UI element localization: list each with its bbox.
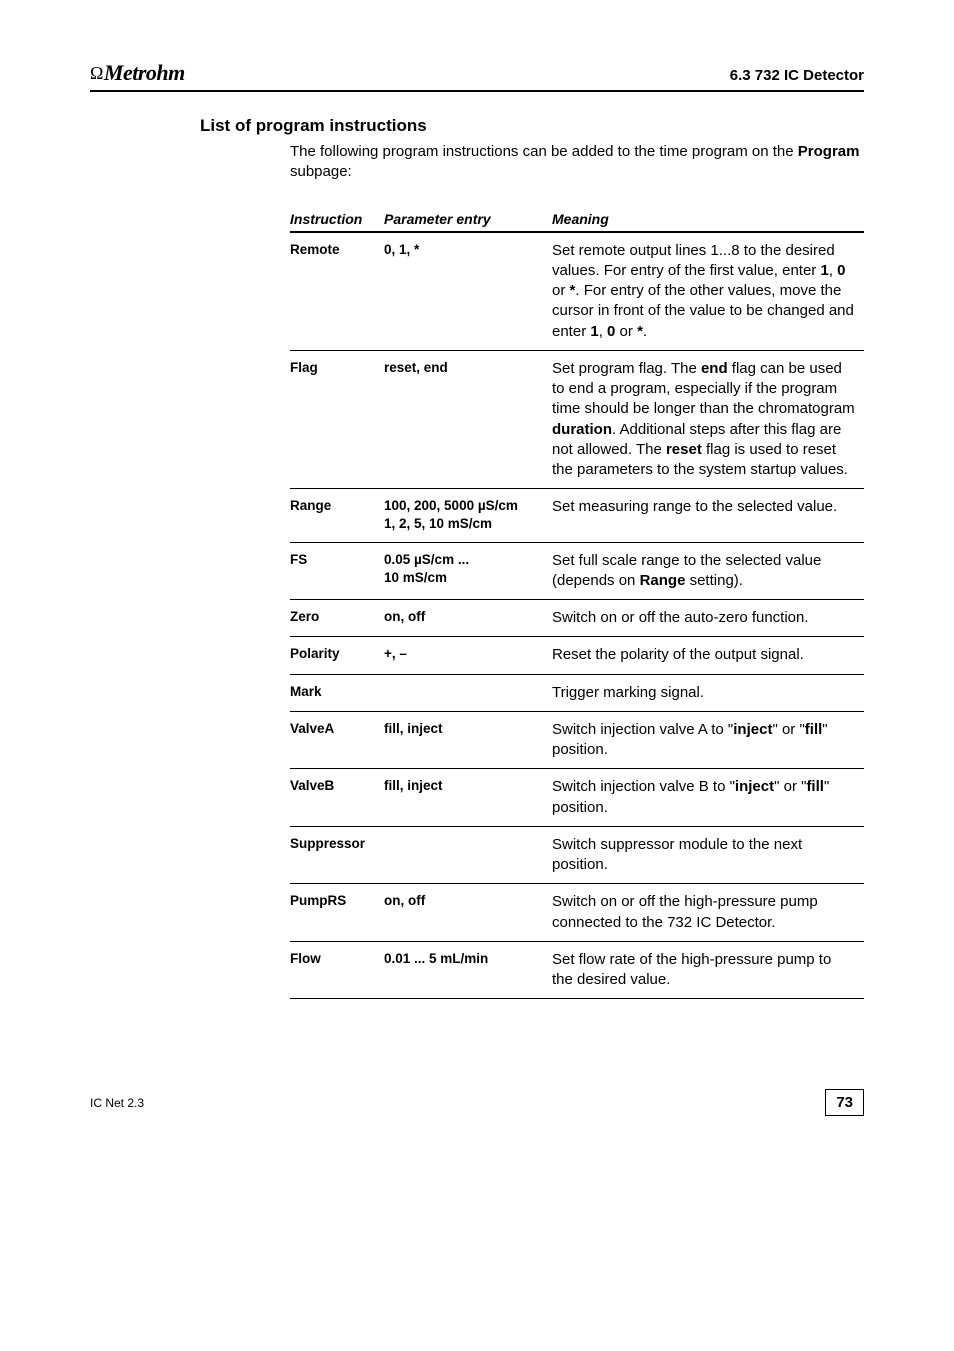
col-header-instruction: Instruction xyxy=(290,207,384,232)
cell-meaning: Reset the polarity of the output signal. xyxy=(552,637,864,674)
table-row: Range100, 200, 5000 µS/cm 1, 2, 5, 10 mS… xyxy=(290,489,864,542)
meaning-text: , xyxy=(829,262,837,279)
intro-text-pre: The following program instructions can b… xyxy=(290,143,798,160)
meaning-bold: inject xyxy=(733,721,772,738)
table-row: Zeroon, offSwitch on or off the auto-zer… xyxy=(290,600,864,637)
cell-instruction: Suppressor xyxy=(290,826,384,884)
meaning-bold: inject xyxy=(735,778,774,795)
brand-logo: ΩMetrohm xyxy=(90,60,185,86)
page: ΩMetrohm 6.3 732 IC Detector List of pro… xyxy=(0,0,954,1156)
meaning-text: Set measuring range to the selected valu… xyxy=(552,498,837,515)
cell-parameter: on, off xyxy=(384,600,552,637)
page-number: 73 xyxy=(825,1089,864,1116)
instructions-table: Instruction Parameter entry Meaning Remo… xyxy=(290,207,864,1000)
cell-meaning: Switch injection valve A to "inject" or … xyxy=(552,711,864,769)
meaning-bold: reset xyxy=(666,441,702,458)
cell-meaning: Trigger marking signal. xyxy=(552,674,864,711)
table-row: ValveBfill, injectSwitch injection valve… xyxy=(290,769,864,827)
table-row: Mark Trigger marking signal. xyxy=(290,674,864,711)
cell-meaning: Set remote output lines 1...8 to the des… xyxy=(552,232,864,351)
cell-meaning: Switch injection valve B to "inject" or … xyxy=(552,769,864,827)
cell-instruction: ValveB xyxy=(290,769,384,827)
cell-meaning: Switch on or off the auto-zero function. xyxy=(552,600,864,637)
page-header: ΩMetrohm 6.3 732 IC Detector xyxy=(90,60,864,92)
brand-logo-text: Metrohm xyxy=(104,60,185,85)
cell-meaning: Set flow rate of the high-pressure pump … xyxy=(552,941,864,999)
meaning-text: Switch suppressor module to the next pos… xyxy=(552,836,802,873)
cell-instruction: Flow xyxy=(290,941,384,999)
meaning-bold: duration xyxy=(552,421,612,438)
meaning-text: Switch injection valve B to " xyxy=(552,778,735,795)
table-body: Remote0, 1, *Set remote output lines 1..… xyxy=(290,232,864,999)
meaning-text: Reset the polarity of the output signal. xyxy=(552,646,804,663)
cell-parameter: +, – xyxy=(384,637,552,674)
meaning-bold: 1 xyxy=(590,323,598,340)
cell-parameter: fill, inject xyxy=(384,711,552,769)
table-row: PumpRSon, offSwitch on or off the high-p… xyxy=(290,884,864,942)
meaning-text: Set flow rate of the high-pressure pump … xyxy=(552,951,831,988)
meaning-bold: fill xyxy=(805,721,823,738)
table-row: Polarity+, –Reset the polarity of the ou… xyxy=(290,637,864,674)
cell-parameter: 0, 1, * xyxy=(384,232,552,351)
cell-meaning: Switch on or off the high-pressure pump … xyxy=(552,884,864,942)
page-footer: IC Net 2.3 73 xyxy=(90,1089,864,1116)
table-row: Flagreset, endSet program flag. The end … xyxy=(290,350,864,489)
cell-instruction: ValveA xyxy=(290,711,384,769)
meaning-text: or xyxy=(552,282,570,299)
meaning-text: Trigger marking signal. xyxy=(552,684,704,701)
cell-instruction: FS xyxy=(290,542,384,600)
cell-parameter: 0.05 µS/cm ... 10 mS/cm xyxy=(384,542,552,600)
meaning-bold: fill xyxy=(806,778,824,795)
cell-meaning: Set full scale range to the selected val… xyxy=(552,542,864,600)
cell-meaning: Set program flag. The end flag can be us… xyxy=(552,350,864,489)
meaning-text: " or " xyxy=(772,721,804,738)
cell-parameter: 100, 200, 5000 µS/cm 1, 2, 5, 10 mS/cm xyxy=(384,489,552,542)
intro-text-bold: Program xyxy=(798,143,860,160)
footer-left-text: IC Net 2.3 xyxy=(90,1096,144,1110)
meaning-text: Switch on or off the auto-zero function. xyxy=(552,609,809,626)
cell-instruction: Mark xyxy=(290,674,384,711)
section-heading: List of program instructions xyxy=(200,116,864,136)
intro-text-post: subpage: xyxy=(290,163,352,180)
content-area: List of program instructions The followi… xyxy=(200,116,864,999)
cell-parameter xyxy=(384,826,552,884)
meaning-bold: 0 xyxy=(837,262,845,279)
cell-instruction: Remote xyxy=(290,232,384,351)
cell-instruction: Zero xyxy=(290,600,384,637)
cell-meaning: Switch suppressor module to the next pos… xyxy=(552,826,864,884)
cell-parameter: 0.01 ... 5 mL/min xyxy=(384,941,552,999)
cell-instruction: Flag xyxy=(290,350,384,489)
col-header-parameter: Parameter entry xyxy=(384,207,552,232)
intro-paragraph: The following program instructions can b… xyxy=(290,142,864,183)
meaning-text: Set program flag. The xyxy=(552,360,701,377)
cell-parameter: on, off xyxy=(384,884,552,942)
table-row: FS0.05 µS/cm ... 10 mS/cmSet full scale … xyxy=(290,542,864,600)
meaning-text: " or " xyxy=(774,778,806,795)
table-row: Remote0, 1, *Set remote output lines 1..… xyxy=(290,232,864,351)
table-header-row: Instruction Parameter entry Meaning xyxy=(290,207,864,232)
cell-meaning: Set measuring range to the selected valu… xyxy=(552,489,864,542)
section-reference: 6.3 732 IC Detector xyxy=(730,67,864,84)
meaning-text: Set remote output lines 1...8 to the des… xyxy=(552,242,835,279)
col-header-meaning: Meaning xyxy=(552,207,864,232)
meaning-text: or xyxy=(615,323,637,340)
table-row: ValveAfill, injectSwitch injection valve… xyxy=(290,711,864,769)
meaning-bold: 1 xyxy=(820,262,828,279)
meaning-text: , xyxy=(599,323,607,340)
table-row: Suppressor Switch suppressor module to th… xyxy=(290,826,864,884)
meaning-bold: Range xyxy=(640,572,686,589)
meaning-text: . xyxy=(643,323,647,340)
meaning-text: Switch injection valve A to " xyxy=(552,721,733,738)
cell-parameter: fill, inject xyxy=(384,769,552,827)
cell-instruction: Range xyxy=(290,489,384,542)
cell-instruction: PumpRS xyxy=(290,884,384,942)
table-row: Flow0.01 ... 5 mL/minSet flow rate of th… xyxy=(290,941,864,999)
meaning-text: Switch on or off the high-pressure pump … xyxy=(552,893,818,930)
cell-instruction: Polarity xyxy=(290,637,384,674)
meaning-text: setting). xyxy=(685,572,743,589)
cell-parameter: reset, end xyxy=(384,350,552,489)
cell-parameter xyxy=(384,674,552,711)
meaning-bold: end xyxy=(701,360,728,377)
